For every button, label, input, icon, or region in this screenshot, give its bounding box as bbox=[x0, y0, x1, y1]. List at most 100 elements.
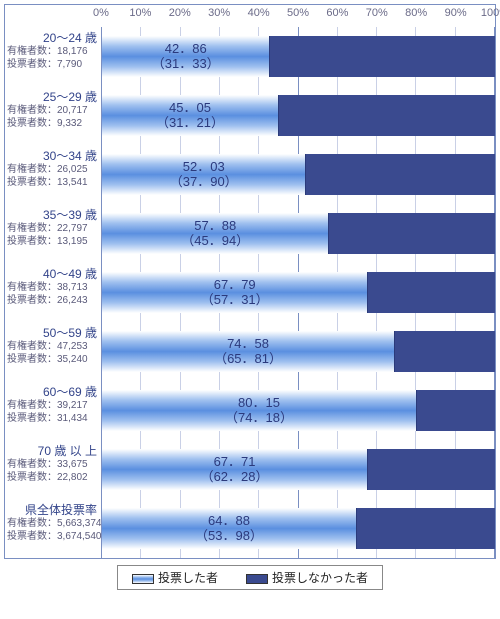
row-label-cell: 県全体投票率有権者数：5,663,374投票者数：3,674,540 bbox=[5, 499, 101, 558]
bar-area: 74．58（65．81） bbox=[101, 322, 495, 381]
bar-area: 80．15（74．18） bbox=[101, 381, 495, 440]
age-group-label: 20～24 歳 bbox=[7, 29, 97, 46]
votes-count: 投票者数：13,195 bbox=[7, 236, 97, 249]
bar-notvoted bbox=[417, 390, 495, 431]
bar-notvoted bbox=[329, 213, 495, 254]
legend-swatch-voted bbox=[132, 574, 154, 584]
bar-voted: 74．58（65．81） bbox=[102, 331, 395, 372]
bar-notvoted bbox=[306, 154, 495, 195]
pct-value: 67．79 bbox=[214, 278, 256, 293]
x-tick-label: 70% bbox=[366, 7, 388, 19]
turnout-chart: 0% 10% 20% 30% 40% 50% 60% 70% 80% 90% 100% 20～24 … bbox=[0, 0, 500, 596]
legend-swatch-notvoted bbox=[246, 574, 268, 584]
bar-voted: 45．05（31．21） bbox=[102, 95, 279, 136]
bar-area: 64．88（53．98） bbox=[101, 499, 495, 558]
legend-label-voted: 投票した者 bbox=[158, 571, 218, 585]
prev-pct-value: （53．98） bbox=[195, 529, 263, 544]
x-tick-label: 10% bbox=[129, 7, 151, 19]
voters-count: 有権者数：33,675 bbox=[7, 459, 97, 472]
bar-voted: 80．15（74．18） bbox=[102, 390, 417, 431]
x-tick-label: 30% bbox=[208, 7, 230, 19]
row-label-cell: 70 歳 以 上有権者数：33,675投票者数：22,802 bbox=[5, 440, 101, 499]
pct-value: 45．05 bbox=[169, 101, 211, 116]
bar-notvoted bbox=[270, 36, 495, 77]
bar-notvoted bbox=[279, 95, 495, 136]
bar-voted: 67．79（57．31） bbox=[102, 272, 368, 313]
bar-voted: 52．03（37．90） bbox=[102, 154, 306, 195]
prev-pct-value: （45．94） bbox=[181, 234, 249, 249]
x-tick-label: 80% bbox=[405, 7, 427, 19]
voters-count: 有権者数：39,217 bbox=[7, 400, 97, 413]
bar-row: 県全体投票率有権者数：5,663,374投票者数：3,674,54064．88（… bbox=[5, 499, 495, 558]
bar-voted: 57．88（45．94） bbox=[102, 213, 329, 254]
row-label-cell: 60～69 歳有権者数：39,217投票者数：31,434 bbox=[5, 381, 101, 440]
x-tick-label: 40% bbox=[248, 7, 270, 19]
bar-area: 45．05（31．21） bbox=[101, 86, 495, 145]
votes-count: 投票者数：7,790 bbox=[7, 59, 97, 72]
age-group-label: 30～34 歳 bbox=[7, 147, 97, 164]
bar-row: 40～49 歳有権者数：38,713投票者数：26,24367．79（57．31… bbox=[5, 263, 495, 322]
votes-count: 投票者数：9,332 bbox=[7, 118, 97, 131]
pct-value: 80．15 bbox=[238, 396, 280, 411]
row-label-cell: 30～34 歳有権者数：26,025投票者数：13,541 bbox=[5, 145, 101, 204]
votes-count: 投票者数：13,541 bbox=[7, 177, 97, 190]
bar-notvoted bbox=[368, 449, 495, 490]
voters-count: 有権者数：26,025 bbox=[7, 164, 97, 177]
row-label-cell: 35～39 歳有権者数：22,797投票者数：13,195 bbox=[5, 204, 101, 263]
voters-count: 有権者数：47,253 bbox=[7, 341, 97, 354]
votes-count: 投票者数：3,674,540 bbox=[7, 531, 97, 544]
prev-pct-value: （65．81） bbox=[214, 352, 282, 367]
x-tick-label: 20% bbox=[169, 7, 191, 19]
voters-count: 有権者数：18,176 bbox=[7, 46, 97, 59]
row-label-cell: 40～49 歳有権者数：38,713投票者数：26,243 bbox=[5, 263, 101, 322]
voters-count: 有権者数：22,797 bbox=[7, 223, 97, 236]
bar-voted: 67．71（62．28） bbox=[102, 449, 368, 490]
votes-count: 投票者数：35,240 bbox=[7, 354, 97, 367]
legend: 投票した者 投票しなかった者 bbox=[117, 565, 383, 590]
x-tick-label: 0% bbox=[93, 7, 109, 19]
x-tick-label: 50% bbox=[287, 7, 309, 19]
x-axis: 0%10%20%30%40%50%60%70%80%90%100% bbox=[5, 5, 495, 27]
age-group-label: 県全体投票率 bbox=[7, 501, 97, 518]
bar-area: 67．71（62．28） bbox=[101, 440, 495, 499]
age-group-label: 60～69 歳 bbox=[7, 383, 97, 400]
voters-count: 有権者数：38,713 bbox=[7, 282, 97, 295]
age-group-label: 70 歳 以 上 bbox=[7, 442, 97, 459]
x-tick-label: 90% bbox=[445, 7, 467, 19]
x-tick-label: 60% bbox=[326, 7, 348, 19]
pct-value: 57．88 bbox=[194, 219, 236, 234]
prev-pct-value: （74．18） bbox=[225, 411, 293, 426]
bar-area: 42．86（31．33） bbox=[101, 27, 495, 86]
row-label-cell: 20～24 歳有権者数：18,176投票者数：7,790 bbox=[5, 27, 101, 86]
bar-notvoted bbox=[368, 272, 495, 313]
age-group-label: 35～39 歳 bbox=[7, 206, 97, 223]
prev-pct-value: （57．31） bbox=[201, 293, 269, 308]
prev-pct-value: （31．21） bbox=[156, 116, 224, 131]
bar-row: 70 歳 以 上有権者数：33,675投票者数：22,80267．71（62．2… bbox=[5, 440, 495, 499]
voters-count: 有権者数：20,717 bbox=[7, 105, 97, 118]
age-group-label: 25～29 歳 bbox=[7, 88, 97, 105]
votes-count: 投票者数：22,802 bbox=[7, 472, 97, 485]
bar-area: 67．79（57．31） bbox=[101, 263, 495, 322]
bar-row: 50～59 歳有権者数：47,253投票者数：35,24074．58（65．81… bbox=[5, 322, 495, 381]
votes-count: 投票者数：31,434 bbox=[7, 413, 97, 426]
prev-pct-value: （62．28） bbox=[201, 470, 269, 485]
x-tick-label: 100% bbox=[481, 7, 500, 19]
bar-voted: 42．86（31．33） bbox=[102, 36, 270, 77]
pct-value: 64．88 bbox=[208, 514, 250, 529]
pct-value: 42．86 bbox=[165, 42, 207, 57]
legend-item-voted: 投票した者 bbox=[132, 569, 218, 586]
pct-value: 74．58 bbox=[227, 337, 269, 352]
bar-row: 25～29 歳有権者数：20,717投票者数：9,332 45．05（31．21） bbox=[5, 86, 495, 145]
pct-value: 67．71 bbox=[214, 455, 256, 470]
legend-label-notvoted: 投票しなかった者 bbox=[272, 571, 368, 585]
chart-frame: 0%10%20%30%40%50%60%70%80%90%100% 20～24 … bbox=[4, 4, 496, 559]
bar-voted: 64．88（53．98） bbox=[102, 508, 357, 549]
prev-pct-value: （31．33） bbox=[152, 57, 220, 72]
bar-row: 60～69 歳有権者数：39,217投票者数：31,43480．15（74．18… bbox=[5, 381, 495, 440]
bar-area: 52．03（37．90） bbox=[101, 145, 495, 204]
bar-area: 57．88（45．94） bbox=[101, 204, 495, 263]
bar-row: 20～24 歳有権者数：18,176投票者数：7,79042．86（31．33） bbox=[5, 27, 495, 86]
prev-pct-value: （37．90） bbox=[170, 175, 238, 190]
row-label-cell: 50～59 歳有権者数：47,253投票者数：35,240 bbox=[5, 322, 101, 381]
